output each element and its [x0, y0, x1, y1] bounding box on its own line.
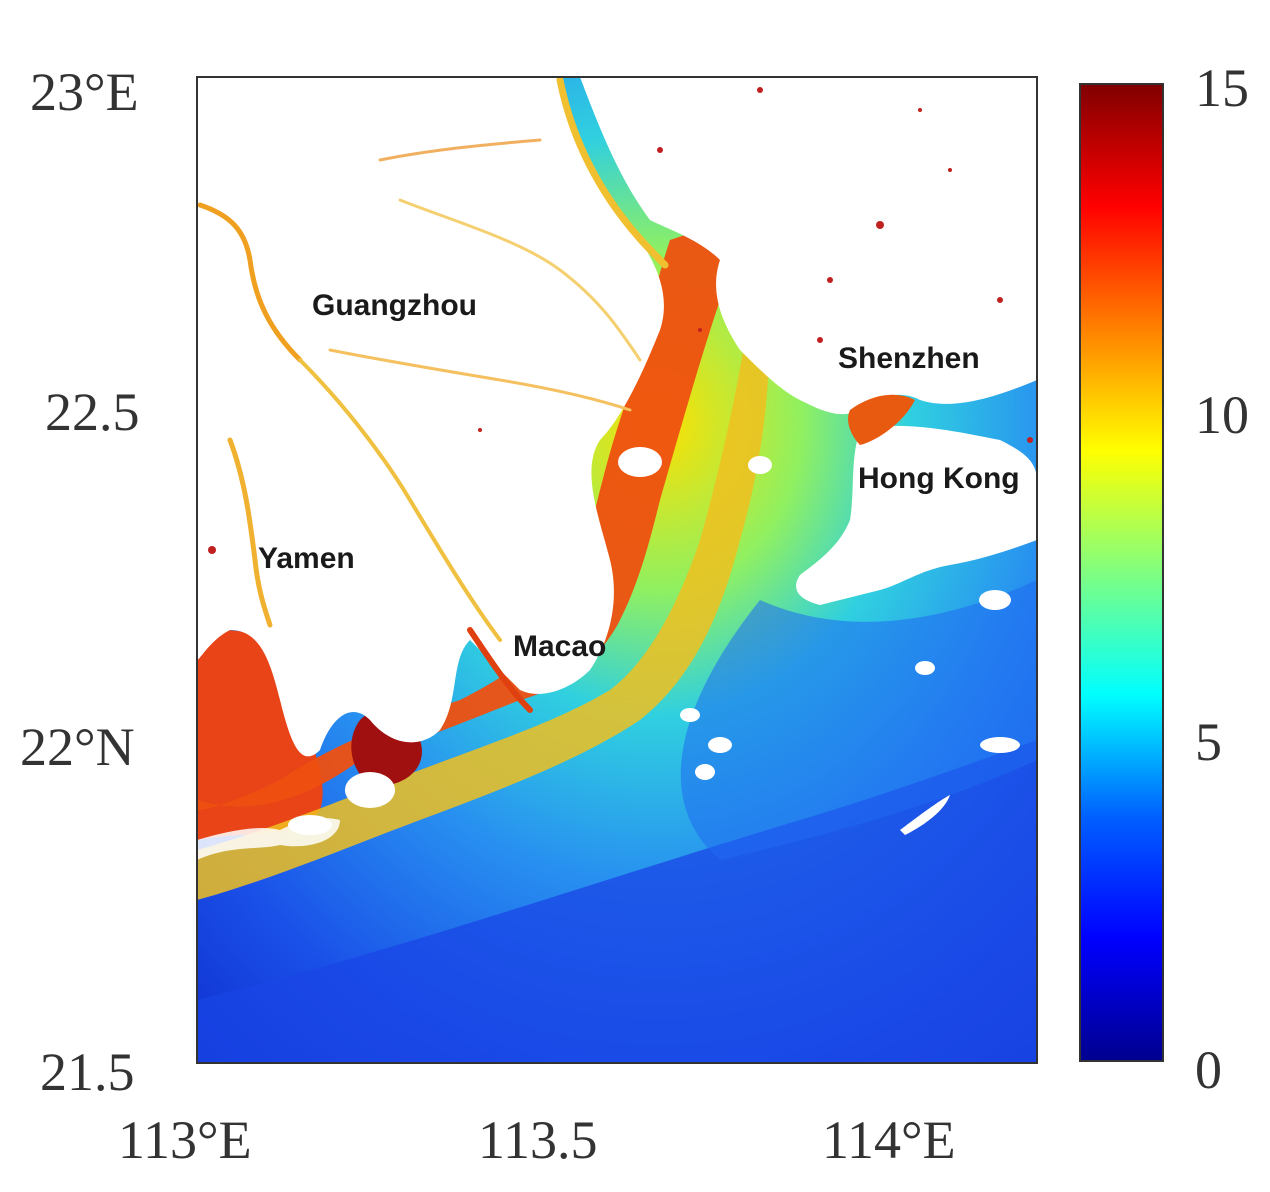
label-shenzhen: Shenzhen — [838, 342, 980, 375]
rivers — [197, 77, 669, 713]
land-speckle — [208, 87, 1033, 554]
offshore-water — [680, 580, 1037, 860]
island-1 — [618, 447, 662, 477]
map-panel — [197, 77, 1037, 1063]
land-hongkong — [796, 425, 1037, 605]
colorbar-tick-0: 0 — [1195, 1040, 1222, 1100]
lat-tick-21-5: 21.5 — [40, 1042, 135, 1102]
island-7 — [979, 590, 1011, 610]
shenzhen-bay — [848, 394, 915, 445]
lat-tick-22: 22°N — [20, 717, 135, 777]
land-east — [580, 77, 1037, 415]
lat-tick-22-5: 22.5 — [45, 382, 140, 442]
lat-tick-23: 23°E — [30, 62, 139, 122]
island-3 — [915, 661, 935, 675]
label-macao: Macao — [513, 630, 606, 663]
island-5 — [680, 708, 700, 722]
island-10 — [345, 772, 395, 808]
lon-tick-113-5: 113.5 — [478, 1110, 598, 1170]
island-4 — [708, 737, 732, 753]
label-yamen: Yamen — [258, 542, 355, 575]
label-guangzhou: Guangzhou — [312, 289, 477, 322]
estuary-high-band — [197, 230, 724, 810]
map-frame — [196, 76, 1038, 1064]
label-hongkong: Hong Kong — [858, 462, 1020, 495]
colorbar-tick-15: 15 — [1195, 58, 1249, 118]
island-11 — [288, 815, 332, 835]
island-6 — [980, 737, 1020, 753]
colorbar — [1079, 83, 1164, 1062]
island-2 — [748, 456, 772, 474]
island-8 — [695, 764, 715, 780]
colorbar-tick-10: 10 — [1195, 385, 1249, 445]
lon-tick-113: 113°E — [118, 1110, 252, 1170]
land-west — [197, 77, 664, 757]
lon-tick-114: 114°E — [822, 1110, 956, 1170]
island-9 — [900, 795, 950, 835]
colorbar-tick-5: 5 — [1195, 712, 1222, 772]
